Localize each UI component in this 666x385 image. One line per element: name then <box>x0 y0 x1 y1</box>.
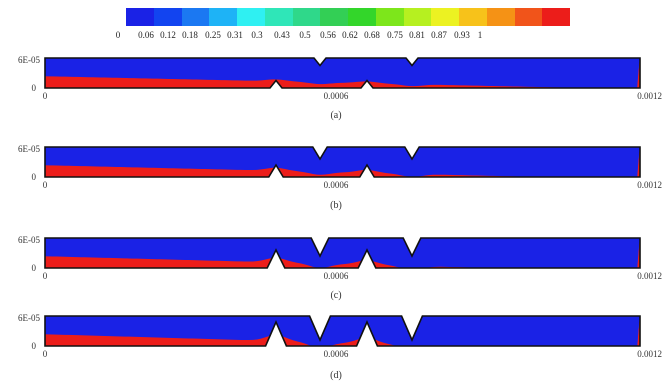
colorbar-swatch <box>514 8 543 26</box>
panel-caption: (a) <box>330 110 341 121</box>
contour-band <box>45 58 640 88</box>
colorbar-swatch <box>403 8 432 26</box>
colorbar-tick-label: 0 <box>115 30 121 40</box>
colorbar-tick-label: 0.43 <box>274 30 290 40</box>
colorbar-swatch <box>209 8 237 26</box>
y-axis-zero-label: 0 <box>32 172 37 182</box>
channel-outline <box>44 315 641 347</box>
x-axis-zero-label: 0 <box>43 271 48 281</box>
y-axis-zero-label: 0 <box>32 83 37 93</box>
y-axis-top-label: 6E-05 <box>18 144 40 154</box>
x-axis-zero-label: 0 <box>43 180 48 190</box>
colorbar-ticks: 0 0.06 0.12 0.18 0.25 0.31 0.3 0.43 0.5 0.56 0.62 0… <box>100 30 600 44</box>
channel-outline <box>44 57 641 89</box>
x-axis-end-label: 0.0012 <box>637 91 662 101</box>
channel-outline <box>44 146 641 178</box>
colorbar-swatch <box>237 8 265 26</box>
colorbar-tick-label: 0.62 <box>342 30 358 40</box>
x-axis-end-label: 0.0012 <box>637 180 662 190</box>
colorbar-swatch <box>375 8 404 26</box>
y-axis-top-label: 6E-05 <box>18 235 40 245</box>
colorbar-tick-label: 0.81 <box>409 30 425 40</box>
x-axis-end-label: 0.0012 <box>637 349 662 359</box>
panel-caption: (c) <box>330 290 341 301</box>
colorbar-tick-label: 0.75 <box>387 30 403 40</box>
x-axis-zero-label: 0 <box>43 349 48 359</box>
x-axis-end-label: 0.0012 <box>637 271 662 281</box>
panel-caption: (d) <box>330 370 342 381</box>
x-axis-mid-label: 0.0006 <box>324 271 349 281</box>
x-axis-mid-label: 0.0006 <box>324 349 349 359</box>
x-axis-mid-label: 0.0006 <box>324 91 349 101</box>
colorbar-swatch <box>264 8 293 26</box>
panel-caption: (b) <box>330 200 342 211</box>
y-axis-top-label: 6E-05 <box>18 55 40 65</box>
colorbar-tick-label: 0.31 <box>227 30 243 40</box>
colorbar-swatch <box>292 8 321 26</box>
colorbar-tick-label: 0.25 <box>205 30 221 40</box>
colorbar-swatch <box>486 8 515 26</box>
colorbar-tick-label: 0.06 <box>138 30 154 40</box>
colorbar <box>126 8 570 26</box>
colorbar-tick-label: 1 <box>477 30 483 40</box>
colorbar-tick-label: 0.5 <box>299 30 311 40</box>
x-axis-mid-label: 0.0006 <box>324 180 349 190</box>
colorbar-swatch <box>542 8 570 26</box>
channel-outline <box>44 237 641 269</box>
y-axis-zero-label: 0 <box>32 263 37 273</box>
colorbar-swatch <box>153 8 182 26</box>
colorbar-swatch <box>348 8 376 26</box>
colorbar-tick-label: 0.68 <box>364 30 380 40</box>
y-axis-top-label: 6E-05 <box>18 313 40 323</box>
contour-band <box>45 316 640 346</box>
y-axis-zero-label: 0 <box>32 341 37 351</box>
colorbar-swatch <box>459 8 487 26</box>
colorbar-tick-label: 0.93 <box>454 30 470 40</box>
colorbar-tick-label: 0.12 <box>160 30 176 40</box>
colorbar-tick-label: 0.3 <box>251 30 263 40</box>
colorbar-swatch <box>181 8 210 26</box>
colorbar-tick-label: 0.87 <box>431 30 447 40</box>
contour-band <box>45 238 640 268</box>
x-axis-zero-label: 0 <box>43 91 48 101</box>
colorbar-swatch <box>126 8 154 26</box>
colorbar-tick-label: 0.56 <box>320 30 336 40</box>
colorbar-swatch <box>320 8 348 26</box>
colorbar-swatch <box>431 8 459 26</box>
colorbar-tick-label: 0.18 <box>182 30 198 40</box>
contour-band <box>45 147 640 177</box>
